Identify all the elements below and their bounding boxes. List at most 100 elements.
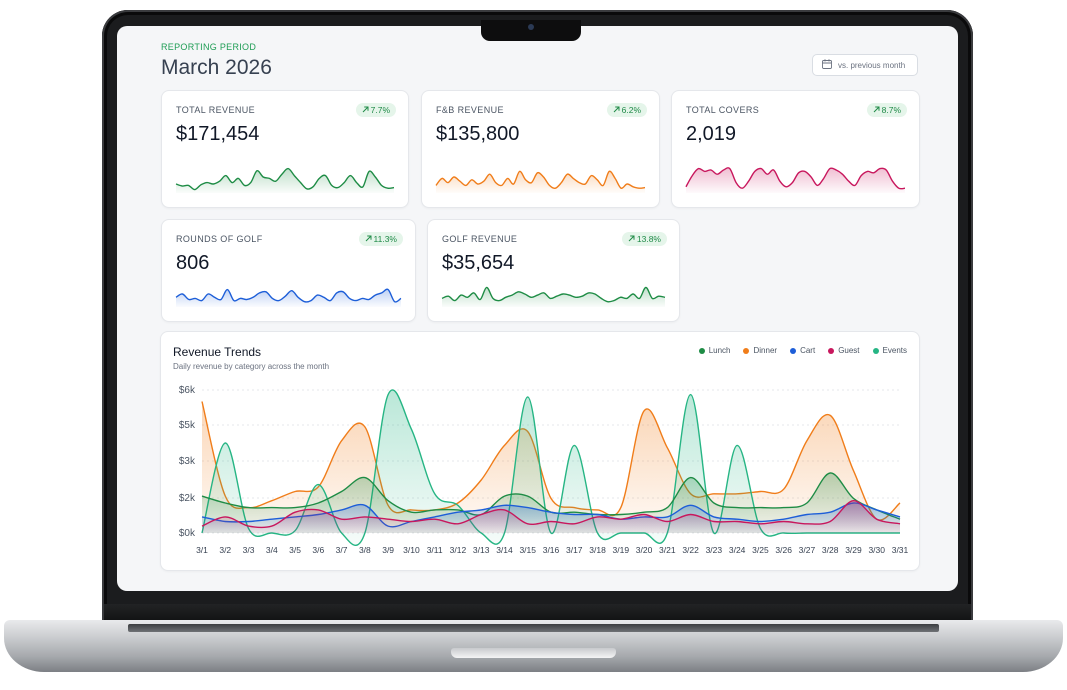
kpi-label: TOTAL REVENUE xyxy=(176,105,256,115)
x-tick-label: 3/22 xyxy=(682,545,699,555)
camera-notch xyxy=(481,20,581,41)
legend-item-events[interactable]: Events xyxy=(872,346,907,355)
dashboard-screen: REPORTING PERIOD March 2026 vs. previous… xyxy=(117,26,958,591)
legend-dot xyxy=(872,347,879,354)
kpi-card-golf-revenue[interactable]: GOLF REVENUE $35,654 13.8% xyxy=(427,219,680,322)
legend-dot xyxy=(743,347,750,354)
y-tick-label: $5k xyxy=(179,420,196,431)
y-tick-label: $2k xyxy=(179,493,196,504)
x-tick-label: 3/5 xyxy=(289,545,301,555)
x-tick-label: 3/27 xyxy=(799,545,816,555)
x-tick-label: 3/24 xyxy=(729,545,746,555)
sparkline-line xyxy=(441,286,666,303)
kpi-label: TOTAL COVERS xyxy=(686,105,760,115)
x-tick-label: 3/26 xyxy=(775,545,792,555)
kpi-change-badge: 6.2% xyxy=(606,103,647,117)
legend-dot xyxy=(790,347,797,354)
kpi-value: $35,654 xyxy=(442,252,515,274)
kpi-value: 2,019 xyxy=(686,123,737,145)
kpi-change-badge: 11.3% xyxy=(358,232,403,246)
x-tick-label: 3/3 xyxy=(243,545,255,555)
sparkline-area xyxy=(176,168,394,193)
kpi-value: 806 xyxy=(176,252,210,274)
kpi-change-value: 7.7% xyxy=(370,105,390,115)
arrow-up-right-icon xyxy=(873,105,880,115)
kpi-change-value: 13.8% xyxy=(636,234,661,244)
x-tick-label: 3/4 xyxy=(266,545,278,555)
legend-dot xyxy=(828,347,835,354)
y-tick-label: $6k xyxy=(179,385,196,396)
kpi-label: GOLF REVENUE xyxy=(442,234,518,244)
keyboard-strip xyxy=(128,624,939,632)
kpi-change-badge: 8.7% xyxy=(866,103,907,117)
legend-label: Guest xyxy=(838,346,860,355)
arrow-up-right-icon xyxy=(365,234,372,244)
x-tick-label: 3/8 xyxy=(359,545,371,555)
arrow-up-right-icon xyxy=(613,105,620,115)
kpi-value: $135,800 xyxy=(436,123,520,145)
kpi-sparkline xyxy=(441,286,666,307)
legend-dot xyxy=(698,347,705,354)
kpi-label: ROUNDS OF GOLF xyxy=(176,234,263,244)
x-tick-label: 3/6 xyxy=(312,545,324,555)
kpi-change-value: 8.7% xyxy=(881,105,901,115)
kpi-card-rounds-of-golf[interactable]: ROUNDS OF GOLF 806 11.3% xyxy=(161,219,416,322)
x-tick-label: 3/9 xyxy=(382,545,394,555)
sparkline-line xyxy=(685,167,906,190)
compare-period-label: vs. previous month xyxy=(838,60,906,70)
arrow-up-right-icon xyxy=(362,105,369,115)
x-tick-label: 3/21 xyxy=(659,545,676,555)
x-tick-label: 3/30 xyxy=(868,545,885,555)
compare-period-button[interactable]: vs. previous month xyxy=(812,54,918,76)
legend-item-cart[interactable]: Cart xyxy=(790,346,815,355)
x-tick-label: 3/31 xyxy=(892,545,909,555)
kpi-change-value: 6.2% xyxy=(621,105,641,115)
kpi-card-total-covers[interactable]: TOTAL COVERS 2,019 8.7% xyxy=(671,90,920,208)
chart-title: Revenue Trends xyxy=(173,345,262,359)
kpi-value: $171,454 xyxy=(176,123,260,145)
x-tick-label: 3/7 xyxy=(336,545,348,555)
kpi-change-badge: 7.7% xyxy=(355,103,396,117)
x-tick-label: 3/15 xyxy=(519,545,536,555)
legend-item-guest[interactable]: Guest xyxy=(828,346,860,355)
sparkline-line xyxy=(175,288,402,303)
x-tick-label: 3/18 xyxy=(589,545,606,555)
page-title: March 2026 xyxy=(161,56,272,79)
revenue-trends-card: Revenue Trends Daily revenue by category… xyxy=(160,331,920,571)
kpi-card-total-revenue[interactable]: TOTAL REVENUE $171,454 7.7% xyxy=(161,90,409,208)
chart-subtitle: Daily revenue by category across the mon… xyxy=(173,362,330,371)
legend-label: Lunch xyxy=(708,346,731,355)
kpi-sparkline xyxy=(435,170,646,193)
sparkline-area xyxy=(436,171,645,193)
x-tick-label: 3/28 xyxy=(822,545,839,555)
legend-label: Events xyxy=(882,346,907,355)
x-tick-label: 3/19 xyxy=(613,545,630,555)
reporting-period-label: REPORTING PERIOD xyxy=(161,42,257,52)
camera-icon xyxy=(528,24,534,30)
kpi-sparkline xyxy=(685,167,906,193)
sparkline-line xyxy=(435,170,646,189)
x-tick-label: 3/14 xyxy=(496,545,513,555)
x-tick-label: 3/17 xyxy=(566,545,583,555)
kpi-label: F&B REVENUE xyxy=(436,105,504,115)
x-tick-label: 3/23 xyxy=(706,545,723,555)
sparkline-area xyxy=(686,167,905,193)
laptop-hinge xyxy=(104,604,971,624)
x-tick-label: 3/11 xyxy=(427,545,443,555)
legend-item-dinner[interactable]: Dinner xyxy=(743,346,777,355)
x-tick-label: 3/25 xyxy=(752,545,769,555)
trackpad-notch xyxy=(451,648,616,658)
series-area-guest xyxy=(202,500,900,533)
x-tick-label: 3/12 xyxy=(450,545,467,555)
legend-item-lunch[interactable]: Lunch xyxy=(698,346,731,355)
y-tick-label: $0k xyxy=(179,528,196,539)
kpi-card-fb-revenue[interactable]: F&B REVENUE $135,800 6.2% xyxy=(421,90,660,208)
kpi-sparkline xyxy=(175,288,402,307)
y-tick-label: $3k xyxy=(179,456,196,467)
x-tick-label: 3/10 xyxy=(403,545,420,555)
kpi-change-badge: 13.8% xyxy=(621,232,667,246)
series-line-guest xyxy=(201,499,901,529)
legend-label: Cart xyxy=(800,346,816,355)
arrow-up-right-icon xyxy=(628,234,635,244)
chart-legend: Lunch Dinner Cart Guest Events xyxy=(698,346,907,355)
